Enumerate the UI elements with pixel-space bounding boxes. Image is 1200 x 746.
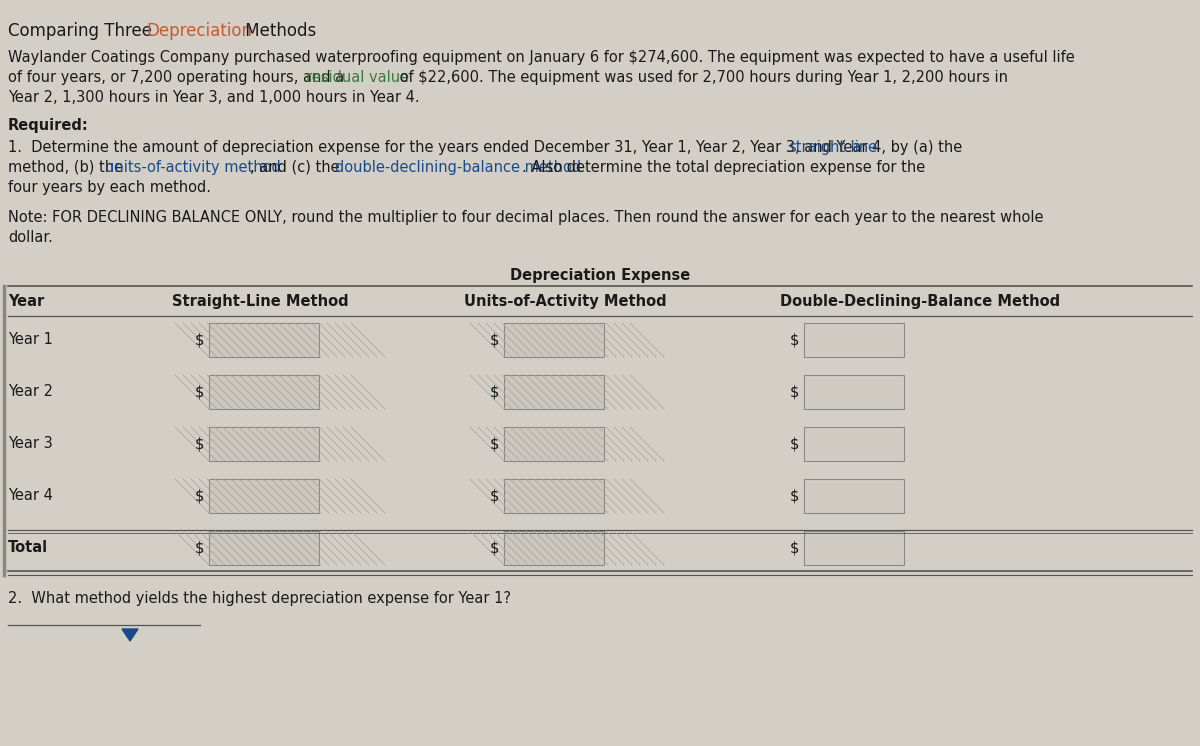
Text: $: $	[790, 333, 799, 348]
Text: 1.  Determine the amount of depreciation expense for the years ended December 31: 1. Determine the amount of depreciation …	[8, 140, 967, 155]
Text: $: $	[790, 384, 799, 400]
Text: Depreciation Expense: Depreciation Expense	[510, 268, 690, 283]
Bar	[209, 375, 319, 409]
Text: residual value: residual value	[306, 70, 409, 85]
Text: $: $	[490, 384, 499, 400]
Text: $: $	[194, 541, 204, 556]
Text: Double-Declining-Balance Method: Double-Declining-Balance Method	[780, 294, 1060, 309]
Text: . Also determine the total depreciation expense for the: . Also determine the total depreciation …	[522, 160, 925, 175]
Text: , and (c) the: , and (c) the	[250, 160, 344, 175]
Text: Year 1: Year 1	[8, 333, 53, 348]
Text: of $22,600. The equipment was used for 2,700 hours during Year 1, 2,200 hours in: of $22,600. The equipment was used for 2…	[395, 70, 1008, 85]
Text: Total: Total	[8, 541, 48, 556]
Text: double-declining-balance method: double-declining-balance method	[335, 160, 581, 175]
Bar	[209, 427, 319, 461]
Bar	[504, 323, 604, 357]
Text: Note: FOR DECLINING BALANCE ONLY, round the multiplier to four decimal places. T: Note: FOR DECLINING BALANCE ONLY, round …	[8, 210, 1044, 225]
Bar	[804, 375, 904, 409]
Text: Year 4: Year 4	[8, 489, 53, 504]
Bar	[804, 427, 904, 461]
Text: Year: Year	[8, 294, 44, 309]
Text: method, (b) the: method, (b) the	[8, 160, 127, 175]
Text: Units-of-Activity Method: Units-of-Activity Method	[463, 294, 666, 309]
Text: Waylander Coatings Company purchased waterproofing equipment on January 6 for $2: Waylander Coatings Company purchased wat…	[8, 50, 1075, 65]
Text: $: $	[790, 489, 799, 504]
Text: Methods: Methods	[240, 22, 317, 40]
Bar	[209, 531, 319, 565]
Text: Depreciation: Depreciation	[146, 22, 252, 40]
Text: four years by each method.: four years by each method.	[8, 180, 211, 195]
Bar	[504, 427, 604, 461]
Text: $: $	[194, 333, 204, 348]
Text: dollar.: dollar.	[8, 230, 53, 245]
Text: $: $	[790, 541, 799, 556]
Text: $: $	[194, 489, 204, 504]
Text: $: $	[790, 436, 799, 451]
Bar	[504, 531, 604, 565]
Text: Year 2, 1,300 hours in Year 3, and 1,000 hours in Year 4.: Year 2, 1,300 hours in Year 3, and 1,000…	[8, 90, 420, 105]
Text: Year 2: Year 2	[8, 384, 53, 400]
Bar	[209, 323, 319, 357]
Text: Year 3: Year 3	[8, 436, 53, 451]
Text: of four years, or 7,200 operating hours, and a: of four years, or 7,200 operating hours,…	[8, 70, 349, 85]
Text: straight-line: straight-line	[788, 140, 877, 155]
Bar	[804, 323, 904, 357]
Text: Comparing Three: Comparing Three	[8, 22, 157, 40]
Text: $: $	[194, 384, 204, 400]
Bar	[804, 531, 904, 565]
Text: Required:: Required:	[8, 118, 89, 133]
Bar	[504, 375, 604, 409]
Text: $: $	[490, 541, 499, 556]
Text: $: $	[490, 333, 499, 348]
Text: 2.  What method yields the highest depreciation expense for Year 1?: 2. What method yields the highest deprec…	[8, 591, 511, 606]
Text: Straight-Line Method: Straight-Line Method	[172, 294, 348, 309]
Text: $: $	[194, 436, 204, 451]
Bar	[804, 479, 904, 513]
Polygon shape	[122, 629, 138, 641]
Text: $: $	[490, 436, 499, 451]
Bar	[504, 479, 604, 513]
Text: units-of-activity method: units-of-activity method	[104, 160, 281, 175]
Bar	[209, 479, 319, 513]
Text: $: $	[490, 489, 499, 504]
